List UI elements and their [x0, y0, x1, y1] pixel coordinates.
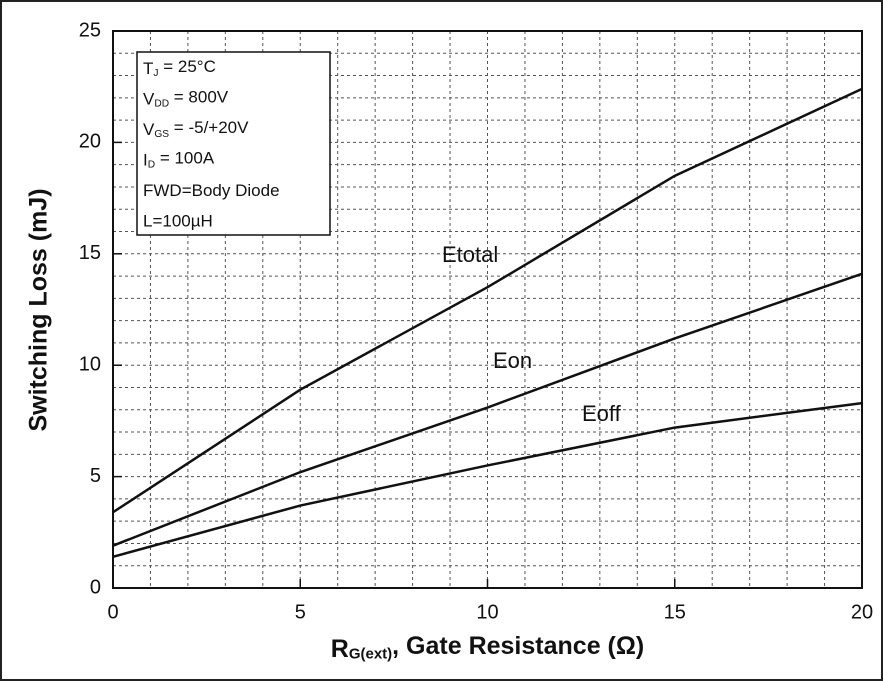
series-line: [112, 272, 863, 547]
series-label: Etotal: [442, 242, 498, 267]
y-tick-label: 10: [79, 353, 101, 375]
condition-line: VDD = 800V: [143, 88, 229, 109]
condition-line-part: = 25°C: [158, 57, 215, 76]
condition-line: VGS = -5/+20V: [143, 118, 249, 139]
y-tick-label: 15: [79, 242, 101, 264]
condition-line-part: T: [143, 59, 153, 78]
plot-frame: [112, 30, 863, 589]
x-axis-title-part: R: [331, 635, 349, 663]
condition-line-part: = -5/+20V: [169, 118, 249, 137]
y-tick-label: 0: [90, 576, 101, 598]
x-tick-label: 10: [476, 601, 498, 623]
y-axis-title: Switching Loss (mJ): [25, 188, 53, 431]
x-tick-label: 5: [295, 601, 306, 623]
condition-line-part: V: [143, 120, 155, 139]
condition-line-part: V: [143, 90, 155, 109]
condition-line-part: J: [153, 68, 158, 79]
condition-line: FWD=Body Diode: [143, 181, 280, 200]
condition-line-part: L=100µH: [143, 212, 213, 231]
condition-line-part: D: [148, 159, 155, 170]
condition-line: ID = 100A: [143, 149, 215, 170]
condition-line-part: I: [143, 151, 148, 170]
x-tick-label: 20: [851, 601, 873, 623]
y-tick-label: 20: [79, 131, 101, 153]
x-axis-title: RG(ext), Gate Resistance (Ω): [331, 632, 644, 663]
condition-line: L=100µH: [143, 212, 213, 231]
y-tick-label: 25: [79, 19, 101, 41]
series-line: [112, 401, 863, 559]
x-tick-label: 0: [107, 601, 118, 623]
condition-line-part: GS: [154, 129, 169, 140]
x-axis-title-part: G(ext): [349, 645, 392, 662]
y-tick-label: 5: [90, 465, 101, 487]
series-label: Eoff: [582, 401, 622, 426]
series-label: Eon: [493, 348, 532, 373]
x-tick-label: 15: [664, 601, 686, 623]
condition-line-part: = 800V: [169, 88, 229, 107]
condition-line: TJ = 25°C: [143, 57, 216, 78]
conditions-box: [136, 51, 331, 236]
series-line: [112, 87, 863, 514]
condition-line-part: FWD=Body Diode: [143, 181, 280, 200]
condition-line-part: DD: [154, 98, 169, 109]
condition-line-part: = 100A: [155, 149, 215, 168]
x-axis-title-part: , Gate Resistance (Ω): [392, 632, 644, 660]
